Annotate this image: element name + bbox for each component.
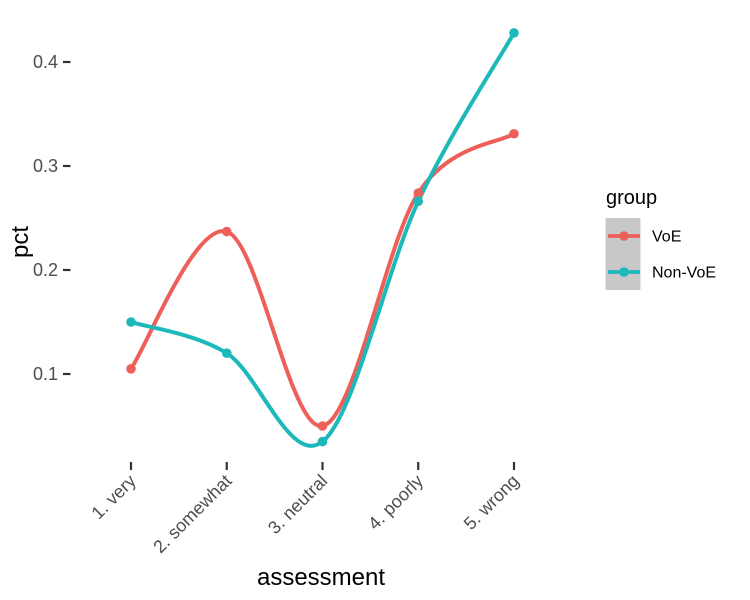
x-tick-label: 4. poorly <box>364 471 427 534</box>
series-line-non-voe <box>129 30 516 448</box>
data-point-voe <box>126 364 136 374</box>
legend-label: VoE <box>652 229 681 246</box>
y-axis-ticks: 0.1 0.2 0.3 0.4 <box>33 52 71 384</box>
legend-key-point <box>619 231 629 241</box>
data-point-non-voe <box>509 28 519 38</box>
data-point-voe <box>221 226 232 237</box>
x-tick-label: 3. neutral <box>264 471 331 538</box>
legend-title: group <box>606 187 657 209</box>
x-axis-ticks: 1. very 2. somewhat 3. neutral 4. poorly 5. … <box>87 462 523 557</box>
data-point-voe <box>413 188 424 198</box>
y-tick-label: 0.1 <box>33 364 58 384</box>
series-line-voe <box>129 131 516 428</box>
y-tick-label: 0.3 <box>33 156 58 176</box>
legend-label: Non-VoE <box>652 265 716 282</box>
legend-key-background <box>605 218 641 290</box>
data-point-voe <box>317 421 328 431</box>
chart-series <box>126 28 519 448</box>
legend: group VoE Non-VoE <box>605 187 716 290</box>
x-axis-title: assessment <box>257 564 385 591</box>
x-tick-label: 2. somewhat <box>149 471 235 557</box>
x-tick-label: 5. wrong <box>460 471 523 534</box>
x-tick-label: 1. very <box>87 471 139 523</box>
data-point-non-voe <box>126 317 136 327</box>
y-axis-title: pct <box>7 226 34 258</box>
data-point-non-voe <box>317 436 328 447</box>
legend-key-point <box>619 267 629 277</box>
y-tick-label: 0.4 <box>33 52 58 72</box>
data-point-non-voe <box>221 348 232 359</box>
y-tick-label: 0.2 <box>33 260 58 280</box>
data-point-voe <box>509 128 519 139</box>
data-point-non-voe <box>413 196 424 207</box>
